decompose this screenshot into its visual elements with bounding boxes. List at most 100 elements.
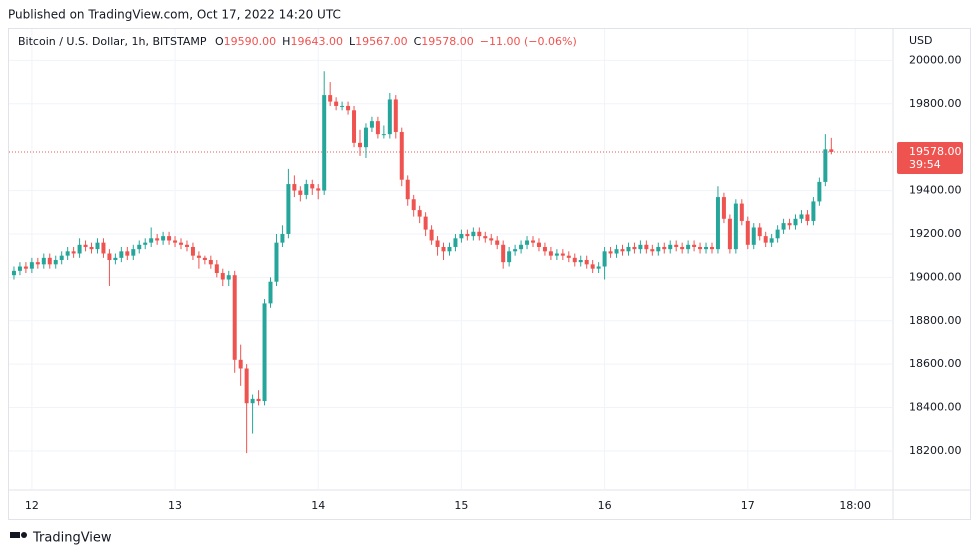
candle-body [65, 251, 70, 256]
candle-body [698, 246, 703, 250]
candle-body [602, 251, 607, 267]
candle-body [435, 240, 440, 247]
published-note: Published on TradingView.com, Oct 17, 20… [8, 8, 341, 22]
candle-body [274, 242, 279, 282]
candle-body [357, 142, 362, 148]
candle-body [513, 249, 518, 252]
labels: 18200.00 18400.00 18600.00 18800.00 19000.00… [25, 53, 963, 512]
currency: USD [909, 34, 933, 47]
candle-body [477, 231, 482, 237]
candle-body [507, 251, 512, 263]
candle-body [125, 251, 130, 256]
candle-body [608, 251, 613, 254]
candle-body [190, 246, 195, 256]
candle-body [155, 238, 160, 241]
candle-body [387, 99, 392, 135]
candle-body [89, 246, 94, 250]
candle-body [17, 266, 22, 271]
candle-body [823, 149, 828, 182]
candle-body [220, 273, 225, 280]
candle-body [29, 262, 34, 269]
candle-body [71, 251, 76, 254]
candle-body [393, 99, 398, 132]
candle-body [560, 253, 565, 256]
candle-body [668, 244, 673, 250]
candle-body [334, 101, 339, 106]
candle-body [692, 244, 697, 247]
candle-body [793, 218, 798, 226]
candle-body [280, 233, 285, 243]
candle-body [799, 214, 804, 219]
candle-body [817, 181, 822, 202]
candle-body [656, 246, 661, 252]
candle-body [674, 244, 679, 247]
y-tick-label: 18200.00 [909, 444, 962, 457]
candle-body [572, 257, 577, 263]
price-tag [897, 141, 963, 174]
candle-body [465, 233, 470, 237]
candle-body [131, 249, 136, 256]
candle-body [536, 242, 541, 247]
chart-title: Bitcoin / U.S. Dollar, 1h, BITSTAMP [18, 35, 207, 48]
candle-body [829, 149, 834, 152]
candle-body [620, 249, 625, 252]
candle-body [429, 229, 434, 241]
candle-body [77, 244, 82, 254]
candle-body [250, 398, 255, 404]
candle-body [328, 95, 333, 102]
x-tick-label: 15 [454, 499, 468, 512]
y-tick-label: 20000.00 [909, 53, 962, 66]
footer-logo: TradingView [10, 531, 112, 546]
candle-body [196, 255, 201, 258]
candle-body [232, 275, 237, 360]
ohlc-value: 19578.00 [421, 35, 474, 48]
candle-body [483, 236, 488, 239]
candle-body [244, 368, 249, 404]
candle-body [423, 216, 428, 230]
candle-body [662, 246, 667, 250]
candle-body [399, 131, 404, 180]
candle-body [381, 134, 386, 136]
ohlc-header: O19590.00 H19643.00 L19567.00 C19578.00 −11.… [215, 35, 577, 48]
candle-body [107, 253, 112, 260]
candle-body [53, 260, 58, 265]
ohlc-label: C [414, 35, 422, 48]
x-tick-label: 13 [168, 499, 182, 512]
y-tick-label: 19000.00 [909, 270, 962, 283]
candle-body [548, 251, 553, 256]
candle-body [352, 110, 357, 143]
candle-body [650, 249, 655, 252]
candle-body [363, 127, 368, 148]
candle-body [11, 270, 16, 276]
candle-body [751, 227, 756, 245]
candle-body [95, 242, 100, 250]
candle-body [638, 244, 643, 250]
candle-body [262, 303, 267, 402]
chart-frame [8, 28, 971, 520]
candle-body [459, 233, 464, 239]
candle-body [721, 197, 726, 219]
x-tick-label: 14 [311, 499, 325, 512]
candle-body [47, 257, 52, 265]
candle-body [23, 266, 28, 269]
candle-body [41, 257, 46, 265]
candle-body [292, 184, 297, 191]
candle-body [489, 238, 494, 241]
candle-body [35, 262, 40, 265]
candle-body [739, 203, 744, 221]
y-tick-label: 19800.00 [909, 97, 962, 110]
candle-body [143, 242, 148, 245]
candle-body [471, 231, 476, 237]
candle-body [769, 238, 774, 243]
candle-body [184, 244, 189, 247]
candle-body [501, 244, 506, 263]
y-tick-label: 19400.00 [909, 184, 962, 197]
candle-body [173, 240, 178, 243]
candle-body [680, 246, 685, 250]
y-tick-label: 18800.00 [909, 314, 962, 327]
candle-body [226, 275, 231, 280]
candle-body [495, 240, 500, 245]
candle-body [596, 266, 601, 269]
ohlc-label: O [215, 35, 224, 48]
candle-body [214, 264, 219, 274]
